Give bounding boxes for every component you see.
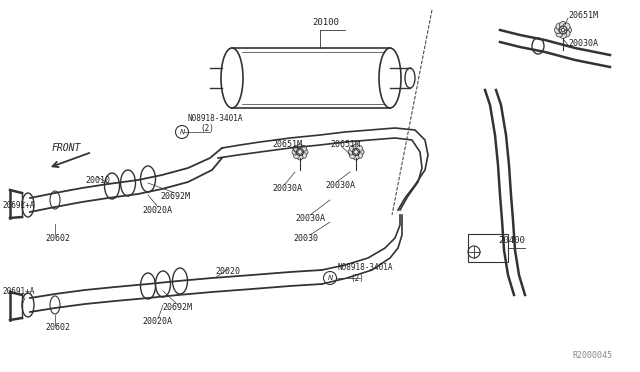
Text: (2): (2) — [350, 273, 364, 282]
Text: 20100: 20100 — [312, 17, 339, 26]
Text: 20010: 20010 — [85, 176, 110, 185]
Ellipse shape — [559, 32, 566, 38]
Text: 20651M: 20651M — [568, 10, 598, 19]
Ellipse shape — [297, 154, 303, 160]
Text: 20020: 20020 — [215, 267, 240, 276]
Ellipse shape — [559, 22, 566, 29]
Ellipse shape — [349, 145, 355, 151]
Ellipse shape — [294, 145, 300, 151]
Ellipse shape — [301, 153, 307, 158]
Ellipse shape — [349, 153, 355, 158]
Text: FRONT: FRONT — [52, 143, 81, 153]
Ellipse shape — [301, 145, 307, 151]
Ellipse shape — [294, 153, 300, 158]
Ellipse shape — [556, 23, 563, 30]
Ellipse shape — [358, 149, 364, 155]
Ellipse shape — [564, 26, 572, 33]
Ellipse shape — [297, 144, 303, 150]
Ellipse shape — [554, 26, 561, 33]
Text: 20020A: 20020A — [142, 317, 172, 327]
Ellipse shape — [563, 23, 570, 30]
Text: N: N — [328, 275, 333, 281]
Text: R2000045: R2000045 — [572, 350, 612, 359]
Text: 20020A: 20020A — [142, 205, 172, 215]
Text: 20651M: 20651M — [272, 140, 302, 148]
Text: 20602: 20602 — [45, 234, 70, 243]
Ellipse shape — [556, 30, 563, 37]
Text: 20651M: 20651M — [330, 140, 360, 148]
Text: 20030A: 20030A — [568, 38, 598, 48]
Text: 20692M: 20692M — [160, 192, 190, 201]
Text: N08918-3401A: N08918-3401A — [188, 113, 243, 122]
Text: 20691+A: 20691+A — [2, 288, 35, 296]
Ellipse shape — [563, 30, 570, 37]
Ellipse shape — [353, 154, 359, 160]
Ellipse shape — [302, 149, 308, 155]
Ellipse shape — [353, 144, 359, 150]
Text: 20400: 20400 — [498, 235, 525, 244]
Text: 20030A: 20030A — [325, 180, 355, 189]
Ellipse shape — [292, 149, 298, 155]
Text: 20602: 20602 — [45, 324, 70, 333]
Bar — [468, 234, 508, 262]
Text: 20030: 20030 — [293, 234, 318, 243]
Ellipse shape — [356, 153, 362, 158]
Text: 20030A: 20030A — [272, 183, 302, 192]
Text: 20691+A: 20691+A — [2, 201, 35, 209]
Text: N08918-3401A: N08918-3401A — [338, 263, 394, 273]
Ellipse shape — [356, 145, 362, 151]
Ellipse shape — [348, 149, 354, 155]
Text: (2): (2) — [200, 124, 214, 132]
Text: 20692M: 20692M — [162, 304, 192, 312]
Text: N: N — [179, 129, 184, 135]
Text: 20030A: 20030A — [295, 214, 325, 222]
